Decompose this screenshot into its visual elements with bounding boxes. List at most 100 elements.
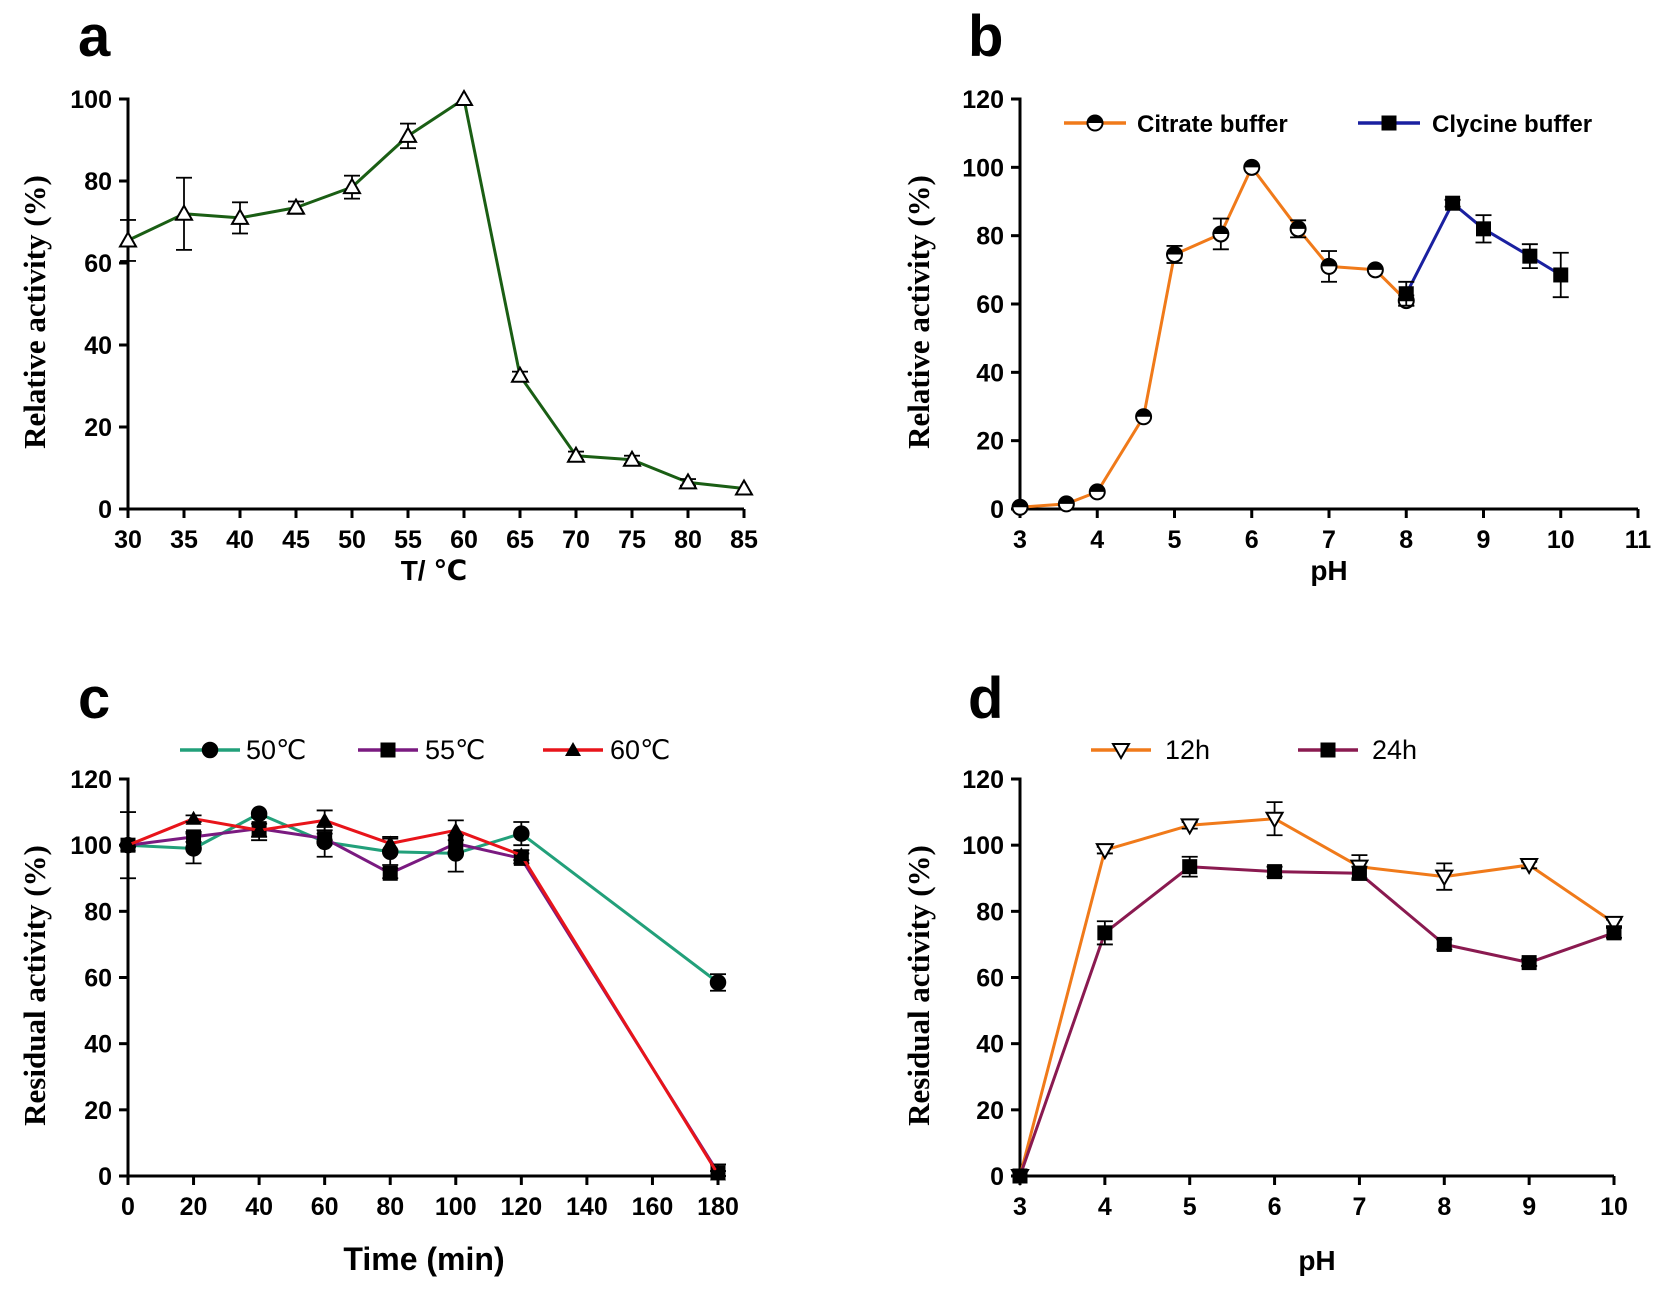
data-point [513, 847, 530, 862]
y-tick-label: 40 [84, 1031, 112, 1059]
data-point [1166, 245, 1183, 263]
x-tick-label: 3 [1013, 1193, 1027, 1221]
x-tick-label: 80 [376, 1193, 404, 1221]
y-tick-label: 120 [70, 766, 112, 794]
x-tick-label: 8 [1437, 1193, 1451, 1221]
y-tick-label: 0 [990, 496, 1004, 524]
series-d-2 [1012, 855, 1622, 1184]
panel-letter: a [78, 4, 111, 69]
y-tick-label: 20 [976, 428, 1004, 456]
data-point [251, 822, 268, 837]
legend-marker-fill [1087, 115, 1103, 123]
data-point-fill [1244, 159, 1260, 168]
series-a-1 [118, 88, 754, 496]
x-tick-label: 6 [1268, 1193, 1282, 1221]
data-point [1434, 869, 1455, 887]
data-point [1097, 925, 1113, 941]
x-tick-label: 40 [245, 1193, 273, 1221]
legend-label: 55℃ [425, 735, 485, 765]
data-point-fill [1321, 258, 1337, 267]
data-point [120, 837, 136, 852]
data-point [186, 829, 202, 845]
x-tick-label: 60 [450, 526, 478, 554]
panel-a: a 30 35 40 45 50 55 60 65 70 75 80 85 0 20 40 60 80 100 T/ … [17, 4, 758, 586]
y-tick-label: 0 [98, 496, 112, 524]
legend-marker [565, 742, 581, 756]
y-tick-label: 80 [84, 168, 112, 196]
data-point-fill [1089, 484, 1105, 492]
x-tick-label: 0 [121, 1193, 135, 1221]
data-point [1604, 915, 1624, 933]
legend-label: Citrate buffer [1137, 111, 1288, 138]
data-point [1011, 498, 1029, 516]
series-b-2 [1398, 195, 1569, 307]
data-point [1135, 408, 1153, 426]
y-tick-label: 120 [962, 86, 1004, 114]
x-tick-label: 140 [566, 1193, 608, 1221]
x-tick-label: 5 [1183, 1193, 1197, 1221]
data-point [1476, 221, 1491, 237]
data-point [447, 822, 464, 837]
y-tick-label: 100 [962, 832, 1004, 860]
data-point [382, 865, 398, 881]
x-tick-label: 6 [1245, 526, 1259, 554]
data-point-fill [1012, 499, 1028, 508]
x-tick-label: 11 [1625, 526, 1652, 554]
x-tick-label: 4 [1090, 526, 1104, 554]
x-tick-label: 50 [338, 526, 366, 554]
data-point [734, 478, 754, 496]
data-point [174, 203, 194, 221]
data-point [1095, 843, 1115, 861]
legend-b: Citrate buffer Clycine buffer [1064, 111, 1592, 138]
y-axis-label: Relative activity (%) [901, 175, 936, 449]
panel-letter: d [968, 666, 1003, 731]
legend-item: 24h [1298, 735, 1417, 765]
series-d-1 [1010, 801, 1624, 1187]
x-tick-label: 160 [632, 1193, 674, 1221]
data-point-fill [1167, 246, 1182, 255]
x-axis-label: T/ ℃ [401, 555, 468, 586]
legend-label: 12h [1165, 735, 1210, 765]
x-tick-label: 30 [114, 526, 142, 554]
y-tick-label: 60 [976, 291, 1004, 319]
data-point [1264, 811, 1285, 829]
data-point [1012, 1168, 1028, 1184]
data-point [317, 831, 333, 847]
data-point [678, 472, 698, 490]
data-point [398, 125, 418, 143]
y-tick-label: 0 [990, 1163, 1004, 1191]
legend-d: 12h 24h [1091, 735, 1417, 765]
legend-marker [201, 741, 219, 759]
legend-label: 60℃ [610, 735, 670, 765]
x-tick-label: 60 [311, 1193, 339, 1221]
data-point [1179, 818, 1200, 836]
data-point [1243, 158, 1261, 176]
x-tick-label: 8 [1399, 526, 1413, 554]
series-c-3 [120, 809, 726, 1181]
x-tick-label: 4 [1098, 1193, 1112, 1221]
legend-label: 50℃ [246, 735, 306, 765]
y-axis-label: Residual activity (%) [17, 845, 52, 1126]
x-tick-label: 10 [1547, 526, 1575, 554]
y-tick-label: 80 [976, 223, 1004, 251]
data-point [286, 197, 306, 215]
series-line [1018, 817, 1615, 1177]
panel-b: b 3 4 5 6 7 8 9 10 11 0 20 40 60 80 100 120 pH Relative ac… [901, 4, 1651, 586]
y-tick-label: 20 [976, 1097, 1004, 1125]
data-point-fill [1058, 496, 1074, 504]
x-tick-label: 3 [1013, 526, 1027, 554]
x-tick-label: 9 [1477, 526, 1491, 554]
legend-marker [1320, 742, 1336, 758]
x-tick-label: 7 [1352, 1193, 1366, 1221]
data-point-fill [1367, 262, 1383, 270]
data-point [1436, 936, 1452, 952]
x-tick-label: 40 [226, 526, 254, 554]
x-tick-label: 85 [730, 526, 758, 554]
data-point [1521, 955, 1537, 971]
y-tick-label: 0 [98, 1163, 112, 1191]
data-point [1088, 483, 1106, 501]
data-point [513, 825, 530, 842]
x-tick-label: 7 [1322, 526, 1336, 554]
y-tick-label: 80 [84, 898, 112, 926]
